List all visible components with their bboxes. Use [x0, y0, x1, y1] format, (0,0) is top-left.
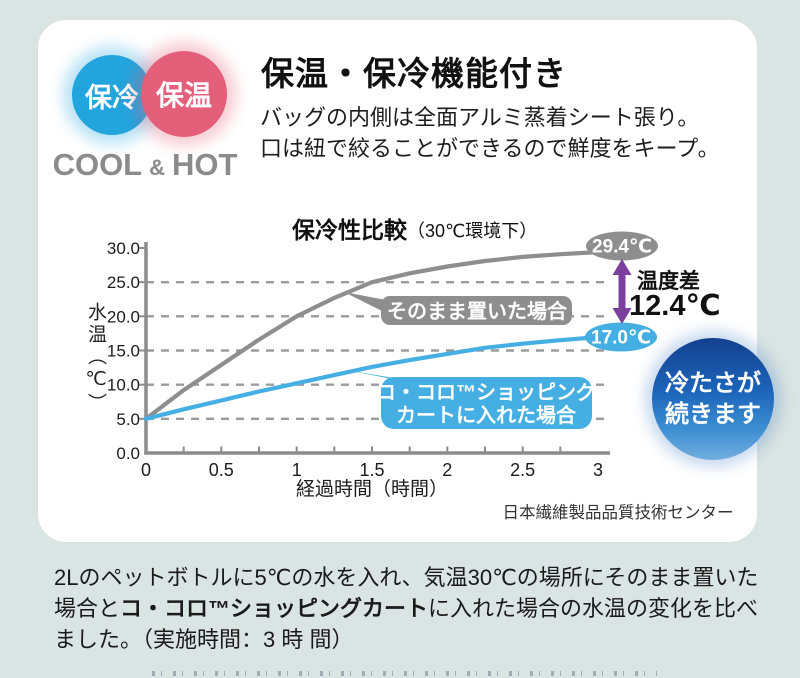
cold-lasts-line-1: 冷たさが — [665, 370, 761, 397]
logo-caption: COOL & HOT — [53, 147, 238, 183]
chart-title-sub: （30℃環境下） — [407, 221, 537, 241]
cool-badge-label: 保冷 — [85, 82, 139, 113]
gray-callout-pointer — [344, 292, 386, 313]
blue-series-label-2: カートに入れた場合 — [396, 403, 577, 427]
footnote-product-name: コ・コロ™ショッピングカート — [120, 596, 429, 621]
blue-series-callout — [381, 377, 592, 429]
chart-title-main: 保冷性比較 — [291, 217, 408, 243]
x-tick-1: 1 — [292, 460, 302, 480]
blue-series-label-1: コ・コロ™ショッピング — [376, 380, 596, 404]
chart-title: 保冷性比較（30℃環境下） — [291, 217, 537, 243]
source-credit: 日本繊維製品品質技術センター — [503, 503, 734, 522]
gray-series-callout — [381, 296, 572, 325]
x-axis-label: 経過時間（時間） — [296, 478, 448, 500]
x-tick-2: 2 — [442, 460, 452, 480]
footnote-line-3: ました。（実施時間：3 時 間） — [54, 627, 354, 652]
clipped-text-fragment — [152, 671, 657, 676]
page-description: バッグの内側は全面アルミ蒸着シート張り。 口は紐で絞ることができるので鮮度をキー… — [260, 102, 720, 164]
hot-badge: 保温 — [141, 51, 227, 137]
footnote: 2Lのペットボトルに5℃の水を入れ、気温30℃の場所にそのまま置いた 場合とコ・… — [54, 562, 760, 655]
gray-end-bubble — [586, 231, 658, 261]
x-tick-15: 1.5 — [359, 460, 384, 480]
blue-end-value: 17.0℃ — [591, 328, 651, 349]
logo-caption-hot: HOT — [172, 147, 238, 182]
ampersand-glyph: & — [149, 155, 166, 180]
y-tick-5: 5.0 — [116, 410, 140, 429]
gray-series-line — [143, 249, 603, 421]
temp-diff-arrow-icon — [612, 259, 632, 324]
footnote-line-2-pre: 場合と — [54, 596, 121, 621]
y-tick-25: 25.0 — [107, 273, 140, 292]
gray-end-value: 29.4℃ — [592, 237, 652, 258]
x-tick-0: 0 — [141, 460, 151, 480]
x-tick-labels: 0 0.5 1 1.5 2 2.5 3 — [141, 460, 603, 480]
y-tick-0: 0.0 — [116, 444, 140, 463]
y-tick-30: 30.0 — [107, 239, 140, 258]
footnote-line-2-post: に入れた場合の水温の変化を比べ — [428, 596, 759, 621]
logo-caption-cool: COOL — [52, 147, 143, 182]
blue-series-line — [143, 334, 603, 421]
blue-end-bubble — [585, 322, 657, 352]
y-tick-10: 10.0 — [107, 376, 140, 395]
gray-series-label: そのまま置いた場合 — [387, 299, 568, 323]
y-axis-label: 水温（℃） — [85, 302, 106, 415]
description-line-2: 口は紐で絞ることができるので鮮度をキープ。 — [260, 136, 720, 161]
page-title: 保温・保冷機能付き — [261, 55, 567, 92]
description-line-1: バッグの内側は全面アルミ蒸着シート張り。 — [260, 105, 700, 130]
temp-diff-label: 温度差 — [637, 269, 700, 293]
y-tick-20: 20.0 — [107, 307, 140, 326]
y-tick-labels: 30.0 25.0 20.0 15.0 10.0 5.0 0.0 — [107, 239, 140, 463]
cold-lasts-line-2: 続きます — [665, 401, 761, 428]
x-ticks — [182, 446, 562, 453]
footnote-line-1: 2Lのペットボトルに5℃の水を入れ、気温30℃の場所にそのまま置いた — [54, 565, 759, 590]
x-tick-05: 0.5 — [209, 460, 234, 480]
temp-diff-value: 12.4℃ — [629, 290, 721, 322]
cold-lasts-badge: 冷たさが 続きます — [652, 338, 774, 460]
x-tick-3: 3 — [593, 460, 603, 480]
x-tick-25: 2.5 — [510, 460, 535, 480]
footnote-line-2: 場合とコ・コロ™ショッピングカートに入れた場合の水温の変化を比べ — [54, 593, 760, 624]
y-tick-15: 15.0 — [107, 342, 140, 361]
cold-retention-chart: 保冷性比較（30℃環境下） — [107, 217, 734, 522]
cool-badge: 保冷 — [72, 55, 152, 135]
hot-badge-label: 保温 — [155, 80, 212, 111]
